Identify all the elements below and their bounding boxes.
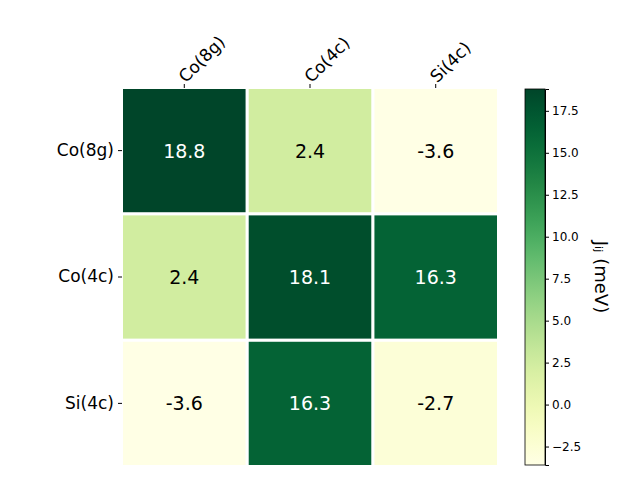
x-axis: Co(8g) Co(4c) Si(4c) — [175, 32, 475, 88]
colorbar-tick: 0.0 — [545, 398, 571, 412]
colorbar-tick-mark — [545, 279, 549, 280]
colorbar-tick-label: 15.0 — [552, 146, 579, 160]
colorbar-tick-mark — [545, 111, 549, 112]
x-tick-mark — [310, 84, 311, 88]
cell-label: 18.8 — [163, 140, 205, 162]
colorbar — [525, 89, 545, 465]
colorbar-tick-label: 17.5 — [552, 104, 579, 118]
heatmap-cell — [249, 215, 372, 338]
heatmap-cell — [374, 342, 497, 465]
y-tick-label: Co(4c) — [58, 266, 114, 286]
colorbar-frame — [525, 89, 545, 465]
colorbar-tick: 12.5 — [545, 188, 579, 202]
x-tick-label: Co(4c) — [300, 33, 354, 87]
cell-label: -3.6 — [417, 140, 454, 162]
colorbar-tick-label: 12.5 — [552, 188, 579, 202]
cell-label: 2.4 — [295, 140, 325, 162]
colorbar-tick: 5.0 — [545, 314, 571, 328]
cell-label: -3.6 — [166, 392, 203, 414]
heatmap-cell — [374, 215, 497, 338]
colorbar-tick: 2.5 — [545, 356, 571, 370]
colorbar-tick: 17.5 — [545, 104, 579, 118]
colorbar-tick-mark — [545, 321, 549, 322]
y-tick-label: Si(4c) — [65, 393, 114, 413]
colorbar-axis-line — [546, 90, 550, 466]
y-tick-mark — [118, 277, 122, 278]
y-axis: Co(8g) Co(4c) Si(4c) — [57, 140, 122, 413]
x-tick: Co(8g) — [175, 32, 230, 88]
colorbar-tick: 10.0 — [545, 230, 579, 244]
x-tick-mark — [435, 84, 436, 88]
colorbar-label: Jᵢⱼ (meV) — [591, 240, 612, 313]
y-tick-mark — [118, 403, 122, 404]
cell-label: 16.3 — [415, 266, 457, 288]
cell-label: 16.3 — [289, 392, 331, 414]
heatmap-cell — [249, 89, 372, 212]
y-tick-label: Co(8g) — [57, 140, 114, 160]
colorbar-tick-mark — [545, 405, 549, 406]
colorbar-tick-mark — [545, 363, 549, 364]
cell-labels: 18.8 2.4 -3.6 2.4 18.1 16.3 -3.6 16.3 -2.7 — [163, 140, 457, 415]
x-tick: Co(4c) — [300, 33, 354, 88]
cell-label: 18.1 — [289, 266, 331, 288]
colorbar-tick-mark — [545, 153, 549, 154]
colorbar-tick: −2.5 — [545, 440, 581, 454]
cell-label: 2.4 — [169, 266, 199, 288]
heatmap-cell — [123, 215, 246, 338]
y-tick-mark — [118, 150, 122, 151]
colorbar-tick-label: 5.0 — [552, 314, 571, 328]
colorbar-tick-label: 2.5 — [552, 356, 571, 370]
x-tick-mark — [184, 84, 185, 88]
heatmap-cell — [374, 89, 497, 212]
y-tick: Co(4c) — [58, 266, 122, 286]
colorbar-axis: −2.5 0.0 2.5 5.0 7.5 10.0 12.5 15.0 17.5 — [545, 90, 581, 466]
x-tick-label: Si(4c) — [426, 38, 475, 87]
colorbar-tick-mark — [545, 237, 549, 238]
x-tick: Si(4c) — [426, 38, 475, 88]
colorbar-tick-mark — [545, 447, 549, 448]
colorbar-tick: 15.0 — [545, 146, 579, 160]
chart: 18.8 2.4 -3.6 2.4 18.1 16.3 -3.6 16.3 -2.7 Co(8g)… — [0, 0, 640, 480]
x-tick-label: Co(8g) — [175, 32, 230, 87]
colorbar-tick: 7.5 — [545, 272, 571, 286]
heatmap-cell — [123, 89, 246, 212]
cells — [123, 89, 497, 465]
heatmap-cell — [123, 342, 246, 465]
y-tick: Co(8g) — [57, 140, 122, 160]
heatmap-cell — [249, 342, 372, 465]
colorbar-tick-label: 7.5 — [552, 272, 571, 286]
colorbar-tick-mark — [545, 195, 549, 196]
y-tick: Si(4c) — [65, 393, 122, 413]
colorbar-tick-label: 10.0 — [552, 230, 579, 244]
cell-label: -2.7 — [417, 392, 454, 414]
colorbar-tick-label: 0.0 — [552, 398, 571, 412]
colorbar-tick-label: −2.5 — [552, 440, 581, 454]
